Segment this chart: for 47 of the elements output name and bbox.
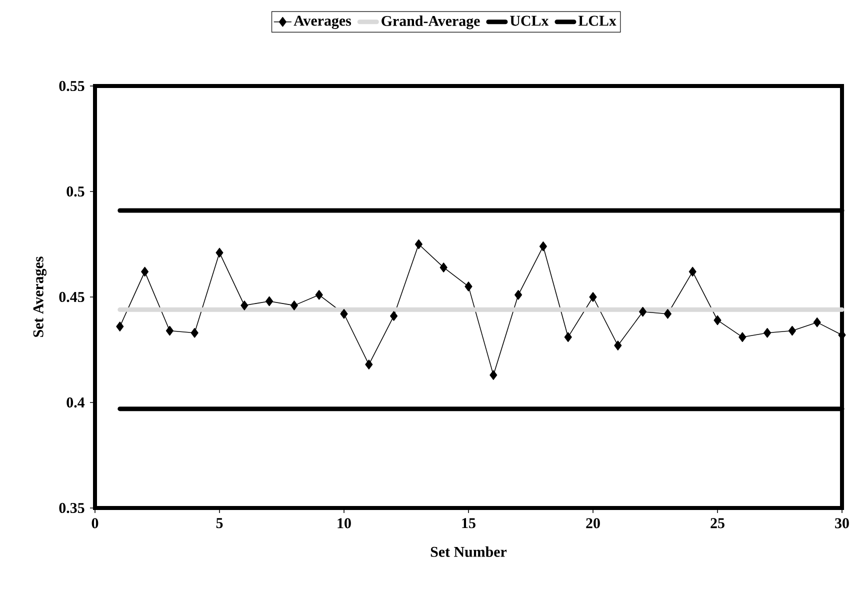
point	[266, 296, 274, 306]
point	[365, 360, 373, 370]
y-tick-label: 0.5	[66, 186, 84, 197]
point	[490, 370, 498, 380]
point	[738, 332, 746, 342]
y-tick-label: 0.4	[66, 397, 85, 408]
point	[390, 311, 398, 321]
point	[414, 239, 422, 250]
point	[664, 308, 672, 319]
point	[240, 300, 248, 310]
point	[315, 290, 323, 300]
x-tick-label: 0	[92, 518, 98, 528]
x-tick-label: 10	[338, 518, 351, 528]
point	[464, 282, 472, 292]
point	[216, 248, 224, 258]
y-tick-label: 0.35	[59, 502, 84, 514]
point	[714, 315, 722, 326]
x-tick-label: 15	[462, 518, 476, 528]
point	[190, 328, 198, 338]
legend-label: Grand-Average	[382, 16, 480, 30]
point	[614, 340, 622, 350]
point	[564, 332, 572, 342]
point	[764, 328, 772, 338]
point	[688, 266, 696, 277]
legend-label: UCLx	[510, 16, 549, 26]
point	[639, 306, 647, 317]
point	[813, 317, 821, 328]
y-axis-title: Set Averages	[33, 256, 47, 337]
x-tick-label: 30	[835, 518, 849, 528]
y-tick-label: 0.45	[59, 292, 84, 302]
legend-label: Averages	[294, 16, 352, 29]
point	[589, 292, 597, 302]
point	[141, 266, 149, 277]
point	[539, 241, 547, 252]
y-tick-label: 0.55	[59, 80, 84, 92]
legend-label: LCLx	[578, 16, 616, 26]
x-tick-label: 5	[216, 518, 223, 528]
x-tick-label: 25	[710, 518, 724, 528]
point	[340, 308, 348, 319]
x-tick-label: 20	[586, 518, 600, 528]
point	[514, 290, 522, 300]
point	[788, 326, 796, 336]
point	[166, 326, 174, 336]
x-axis-title: Set Number	[430, 546, 507, 557]
point	[440, 262, 448, 272]
point	[116, 322, 124, 332]
point	[290, 300, 298, 310]
